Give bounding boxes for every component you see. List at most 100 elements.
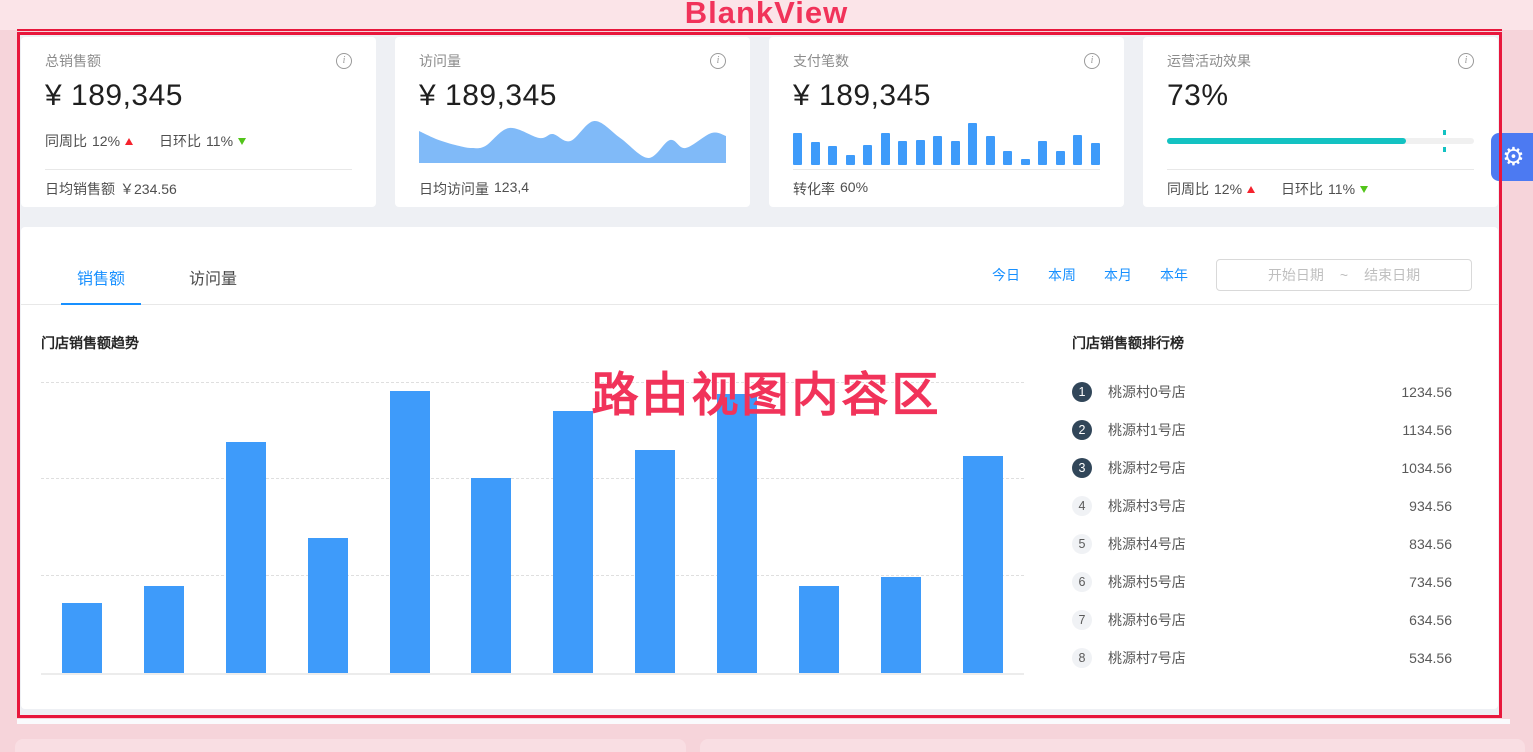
bar-sparkline xyxy=(793,121,1100,165)
sales-panel: 销售额 访问量 今日 本周 本月 本年 开始日期 ~ 结束日期 门店销售额趋势 xyxy=(21,227,1498,709)
ranking-item: 6 桃源村5号店 734.56 xyxy=(1072,563,1452,601)
app-title: BlankView xyxy=(684,0,849,30)
panel-body: 门店销售额趋势 门店销售额排行榜 1 桃源村0号店 1234.56 2 桃源村1号店 11… xyxy=(21,305,1498,677)
card-title: 支付笔数 xyxy=(793,53,849,69)
payments-bar-chart xyxy=(793,117,1100,165)
rank-badge: 4 xyxy=(1072,496,1092,516)
ranking-item: 2 桃源村1号店 1134.56 xyxy=(1072,411,1452,449)
trend-bar[interactable] xyxy=(635,450,676,673)
card-value: 73% xyxy=(1167,79,1229,112)
quick-link-year[interactable]: 本年 xyxy=(1160,267,1188,283)
info-circle-icon[interactable]: i xyxy=(1458,53,1474,69)
progress-bar xyxy=(1167,130,1474,152)
date-range-separator: ~ xyxy=(1339,267,1349,283)
tab-sales[interactable]: 销售额 xyxy=(61,265,142,305)
trend-bar[interactable] xyxy=(471,478,512,673)
info-circle-icon[interactable]: i xyxy=(336,53,352,69)
visits-area-chart xyxy=(419,117,726,165)
trend-value: 11% xyxy=(1328,181,1356,197)
ranking-list: 1 桃源村0号店 1234.56 2 桃源村1号店 1134.56 3 桃源村2号店 1034.… xyxy=(1072,373,1452,677)
card-head: 支付笔数 i xyxy=(793,49,1100,73)
store-sales-value: 534.56 xyxy=(1409,650,1452,666)
mini-bar xyxy=(880,132,890,165)
store-sales-value: 634.56 xyxy=(1409,612,1452,628)
store-name: 桃源村3号店 xyxy=(1108,498,1186,514)
trend-bar[interactable] xyxy=(717,393,758,673)
trend-bar[interactable] xyxy=(307,537,348,673)
area-sparkline xyxy=(419,120,726,163)
store-name: 桃源村2号店 xyxy=(1108,460,1186,476)
trend-bar[interactable] xyxy=(61,602,102,673)
trend-bar[interactable] xyxy=(962,455,1003,673)
tab-visits[interactable]: 访问量 xyxy=(189,271,238,288)
rank-badge: 1 xyxy=(1072,382,1092,402)
info-circle-icon[interactable]: i xyxy=(710,53,726,69)
end-date-placeholder: 结束日期 xyxy=(1364,267,1421,283)
card-footer: 日均访问量 123,4 xyxy=(419,170,726,199)
panel-header: 销售额 访问量 今日 本周 本月 本年 开始日期 ~ 结束日期 xyxy=(21,227,1498,305)
mini-bar xyxy=(828,146,838,165)
card-visits: 访问量 i ¥ 189,345 日均访问量 123,4 xyxy=(395,37,750,207)
card-payments: 支付笔数 i ¥ 189,345 转化率 60% xyxy=(769,37,1124,207)
start-date-placeholder: 开始日期 xyxy=(1267,267,1324,283)
card-value: ¥ 189,345 xyxy=(793,79,931,112)
rank-badge: 6 xyxy=(1072,572,1092,592)
card-divider xyxy=(793,169,1100,170)
trend-bar[interactable] xyxy=(553,410,594,673)
trend-label: 同周比 xyxy=(45,133,87,149)
mini-bar xyxy=(915,140,925,165)
card-head: 总销售额 i xyxy=(45,49,352,73)
card-head: 访问量 i xyxy=(419,49,726,73)
settings-gear-button[interactable]: ⚙ xyxy=(1491,133,1533,181)
trend-value: 11% xyxy=(206,133,234,149)
trend-bar[interactable] xyxy=(225,441,266,673)
next-row-card-right xyxy=(700,739,1525,752)
card-divider xyxy=(45,169,352,170)
trend-bar[interactable] xyxy=(881,577,922,673)
trend-bars xyxy=(41,372,1024,673)
mini-bar xyxy=(810,141,820,165)
trend-bar[interactable] xyxy=(799,585,840,673)
store-sales-value: 934.56 xyxy=(1409,498,1452,514)
trend-chart-section: 门店销售额趋势 xyxy=(41,333,1024,677)
card-total-sales: 总销售额 i ¥ 189,345 同周比 12% 日环比 11% xyxy=(21,37,376,207)
gear-icon: ⚙ xyxy=(1502,143,1525,171)
card-title: 运营活动效果 xyxy=(1167,53,1251,69)
router-view-content: 总销售额 i ¥ 189,345 同周比 12% 日环比 11% xyxy=(17,32,1502,718)
ranking-item: 7 桃源村6号店 634.56 xyxy=(1072,601,1452,639)
store-sales-value: 1134.56 xyxy=(1402,422,1452,438)
store-name: 桃源村4号店 xyxy=(1108,536,1186,552)
quick-link-today[interactable]: 今日 xyxy=(992,267,1020,283)
trend-chart-title: 门店销售额趋势 xyxy=(41,335,139,351)
quick-link-week[interactable]: 本周 xyxy=(1048,267,1076,283)
store-name: 桃源村6号店 xyxy=(1108,612,1186,628)
quick-link-month[interactable]: 本月 xyxy=(1104,267,1132,283)
footer-label: 转化率 xyxy=(793,181,835,197)
info-circle-icon[interactable]: i xyxy=(1084,53,1100,69)
tab-bar: 销售额 访问量 xyxy=(61,265,253,305)
date-range-picker[interactable]: 开始日期 ~ 结束日期 xyxy=(1216,259,1472,291)
footer-value: 60% xyxy=(840,179,869,195)
ranking-item: 8 桃源村7号店 534.56 xyxy=(1072,639,1452,677)
mini-bar xyxy=(898,141,908,165)
progress-target-marker xyxy=(1443,147,1446,152)
trend-bar[interactable] xyxy=(389,391,430,673)
ranking-item: 5 桃源村4号店 834.56 xyxy=(1072,525,1452,563)
rank-badge: 5 xyxy=(1072,534,1092,554)
store-sales-value: 1234.56 xyxy=(1401,384,1452,400)
mini-bar xyxy=(1055,151,1065,165)
store-sales-value: 834.56 xyxy=(1409,536,1452,552)
panel-controls: 今日 本周 本月 本年 开始日期 ~ 结束日期 xyxy=(992,259,1472,291)
ranking-item: 3 桃源村2号店 1034.56 xyxy=(1072,449,1452,487)
mini-bar xyxy=(1090,142,1100,165)
trend-value: 12% xyxy=(92,133,121,149)
card-value: ¥ 189,345 xyxy=(419,79,557,112)
mini-bar xyxy=(1038,141,1048,165)
store-name: 桃源村1号店 xyxy=(1108,422,1186,438)
card-footer: 同周比 12% 日环比 11% xyxy=(1167,170,1474,199)
ranking-title: 门店销售额排行榜 xyxy=(1072,335,1184,351)
card-footer: 转化率 60% xyxy=(793,170,1100,199)
store-sales-value: 1034.56 xyxy=(1401,460,1452,476)
mini-bar xyxy=(1073,135,1083,165)
trend-bar[interactable] xyxy=(143,585,184,673)
